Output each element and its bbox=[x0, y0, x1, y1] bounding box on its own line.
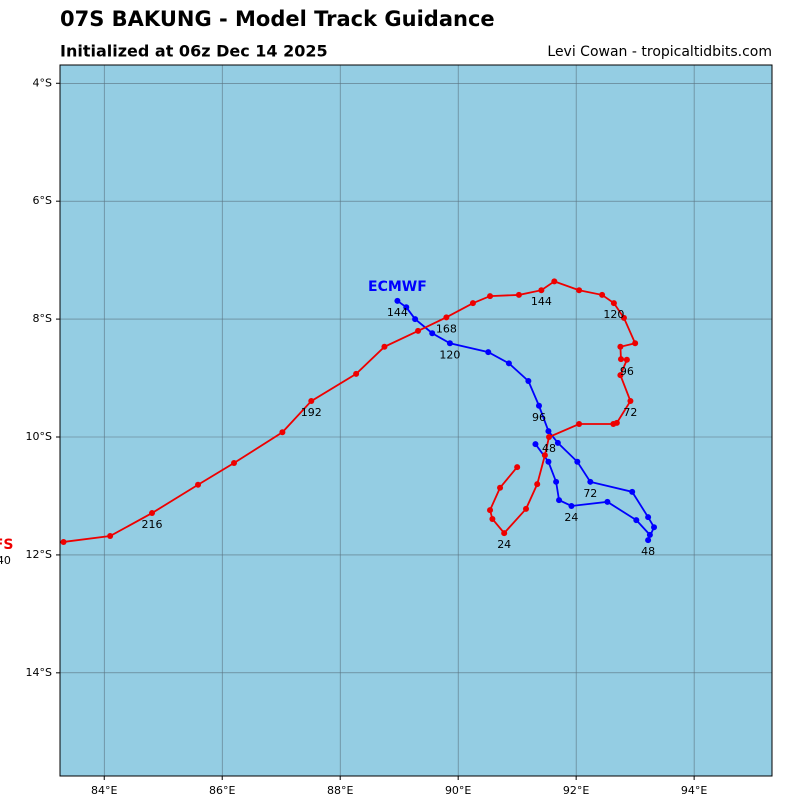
hour-label: 24 bbox=[497, 538, 511, 551]
track-point bbox=[574, 458, 581, 465]
track-point bbox=[231, 459, 238, 466]
y-tick-label: 10°S bbox=[26, 430, 52, 443]
track-point bbox=[553, 478, 560, 485]
track-point bbox=[629, 488, 636, 495]
track-point bbox=[534, 481, 541, 488]
track-point bbox=[587, 478, 594, 485]
track-point bbox=[487, 507, 494, 514]
track-point bbox=[617, 372, 624, 379]
hour-label: 144 bbox=[531, 295, 552, 308]
track-point bbox=[576, 287, 583, 294]
track-point bbox=[554, 439, 561, 446]
hour-label: 96 bbox=[532, 411, 546, 424]
hour-label: 96 bbox=[620, 365, 634, 378]
track-point bbox=[381, 343, 388, 350]
x-tick-label: 94°E bbox=[681, 784, 707, 797]
track-name: GFS bbox=[0, 537, 13, 553]
x-tick-label: 92°E bbox=[563, 784, 589, 797]
track-point bbox=[538, 287, 545, 294]
track-point bbox=[415, 327, 422, 334]
track-point bbox=[487, 293, 494, 300]
x-tick-label: 90°E bbox=[445, 784, 471, 797]
track-point bbox=[501, 530, 508, 537]
hour-label: 120 bbox=[603, 308, 624, 321]
plot-area bbox=[60, 65, 772, 776]
track-point bbox=[613, 419, 620, 426]
track-point bbox=[623, 356, 630, 363]
track-point bbox=[576, 421, 583, 428]
track-point bbox=[535, 402, 542, 409]
hour-label: 72 bbox=[623, 406, 637, 419]
track-point bbox=[485, 349, 492, 356]
track-point bbox=[617, 343, 624, 350]
track-point bbox=[545, 428, 552, 435]
track-point bbox=[645, 537, 652, 544]
map-background bbox=[60, 65, 772, 776]
track-point bbox=[497, 484, 504, 491]
track-point bbox=[610, 300, 617, 307]
track-point bbox=[525, 378, 532, 384]
y-tick-label: 6°S bbox=[33, 194, 52, 207]
track-point bbox=[651, 524, 658, 531]
chart-title: 07S BAKUNG - Model Track Guidance bbox=[60, 7, 495, 31]
track-point bbox=[446, 340, 453, 347]
track-point bbox=[394, 297, 401, 304]
track-point bbox=[599, 291, 606, 298]
hour-label: 72 bbox=[583, 487, 597, 500]
hour-label: 240 bbox=[0, 554, 11, 567]
track-point bbox=[620, 314, 627, 321]
track-point bbox=[523, 505, 530, 512]
hour-label: 24 bbox=[564, 511, 578, 524]
hour-label: 192 bbox=[301, 406, 322, 419]
track-name: ECMWF bbox=[368, 279, 427, 295]
hour-label: 216 bbox=[142, 518, 163, 531]
track-point bbox=[556, 497, 563, 504]
track-point bbox=[545, 458, 552, 465]
track-point bbox=[633, 517, 640, 524]
track-point bbox=[551, 278, 558, 285]
y-tick-label: 14°S bbox=[26, 666, 52, 679]
x-tick-label: 88°E bbox=[327, 784, 353, 797]
track-point bbox=[568, 502, 575, 509]
y-tick-label: 4°S bbox=[33, 76, 52, 89]
track-point bbox=[195, 481, 202, 488]
track-point bbox=[541, 452, 548, 459]
track-point bbox=[429, 330, 436, 337]
track-point bbox=[617, 356, 624, 363]
chart-subtitle: Initialized at 06z Dec 14 2025 bbox=[60, 42, 328, 61]
track-point bbox=[353, 370, 360, 377]
track-point bbox=[546, 434, 553, 441]
hour-label: 168 bbox=[436, 322, 457, 335]
track-point bbox=[149, 510, 156, 517]
track-point bbox=[403, 304, 410, 311]
track-point bbox=[532, 441, 539, 448]
track-point bbox=[469, 300, 476, 307]
track-point bbox=[107, 533, 114, 540]
track-point bbox=[489, 515, 496, 522]
hour-label: 48 bbox=[641, 545, 655, 558]
track-point bbox=[412, 316, 419, 323]
map-frame bbox=[59, 64, 773, 777]
hour-label: 120 bbox=[439, 348, 460, 361]
track-point bbox=[632, 340, 639, 347]
track-point bbox=[515, 291, 522, 298]
track-point bbox=[514, 464, 521, 471]
track-point bbox=[505, 360, 512, 367]
track-point bbox=[645, 514, 652, 521]
track-point bbox=[627, 398, 634, 405]
credit: Levi Cowan - tropicaltidbits.com bbox=[547, 44, 772, 60]
hour-label: 144 bbox=[387, 306, 408, 319]
track-point bbox=[646, 531, 653, 538]
hour-label: 48 bbox=[542, 442, 556, 455]
track-point bbox=[604, 498, 611, 505]
track-point bbox=[308, 398, 315, 405]
x-tick-label: 86°E bbox=[209, 784, 235, 797]
y-tick-label: 12°S bbox=[26, 548, 52, 561]
x-tick-label: 84°E bbox=[91, 784, 117, 797]
track-point bbox=[279, 429, 286, 436]
track-point bbox=[60, 538, 67, 545]
y-tick-label: 8°S bbox=[33, 312, 52, 325]
track-point bbox=[443, 314, 450, 321]
